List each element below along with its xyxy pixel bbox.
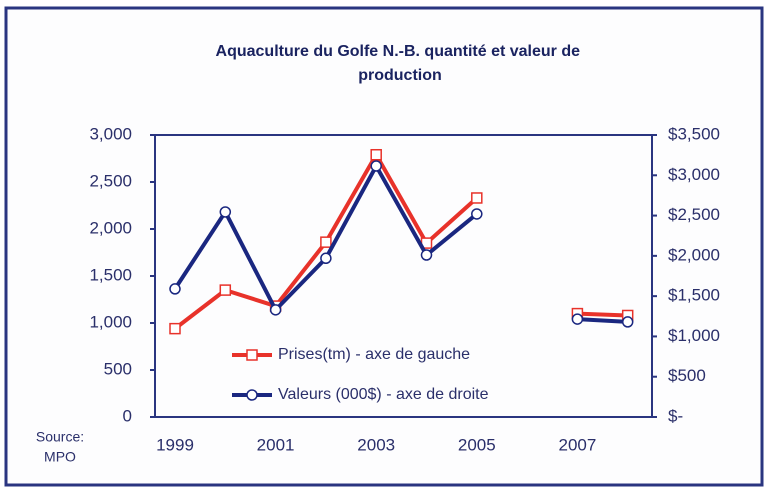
marker <box>169 322 181 335</box>
source: Source: <box>36 429 84 445</box>
marker <box>169 283 181 295</box>
x-tick-label: 2003 <box>357 435 395 454</box>
y2-tick-label: $500 <box>668 366 706 385</box>
y2-tick-label: $1,500 <box>668 286 720 305</box>
marker <box>471 208 483 220</box>
marker <box>471 192 483 204</box>
marker <box>370 160 382 172</box>
y2-tick-label: $2,000 <box>668 245 720 264</box>
y-tick-label: 2,500 <box>89 171 132 190</box>
y-tick-label: 2,000 <box>89 218 132 237</box>
legend-marker <box>246 349 258 361</box>
marker <box>370 148 382 161</box>
chart-title: Aquaculture du Golfe N.-B. quantité et v… <box>216 43 585 84</box>
y2-tick-label: $- <box>668 406 683 425</box>
y-tick-label: 0 <box>123 406 132 425</box>
marker <box>219 206 232 218</box>
title-line: Aquaculture du Golfe N.-B. quantité et v… <box>216 43 581 60</box>
marker <box>320 252 332 265</box>
legend-label: Valeurs (000$) - axe de droite <box>278 386 489 403</box>
marker <box>571 313 584 325</box>
y-tick-label: 1,000 <box>89 312 132 331</box>
x-tick-label: 1999 <box>156 435 194 454</box>
y2-tick-label: $1,000 <box>668 326 720 345</box>
marker <box>621 316 634 328</box>
y-tick-label: 1,500 <box>89 265 132 284</box>
legend-marker <box>246 389 258 401</box>
marker <box>219 284 232 296</box>
x-tick-label: 2007 <box>558 435 596 454</box>
x-tick-label: 2005 <box>458 435 496 454</box>
marker <box>320 236 332 248</box>
marker <box>420 249 433 261</box>
y-tick-label: 500 <box>104 359 132 378</box>
y2-tick-label: $2,500 <box>668 205 720 224</box>
y2-tick-label: $3,000 <box>668 165 720 184</box>
title-line: production <box>358 67 442 84</box>
source: MPO <box>44 449 76 465</box>
legend-label: Prises(tm) - axe de gauche <box>278 346 470 363</box>
marker <box>269 304 282 316</box>
chart-border <box>4 6 764 487</box>
x-tick-label: 2001 <box>257 435 295 454</box>
y2-tick-label: $3,500 <box>668 124 720 143</box>
y-tick-label: 3,000 <box>89 124 132 143</box>
